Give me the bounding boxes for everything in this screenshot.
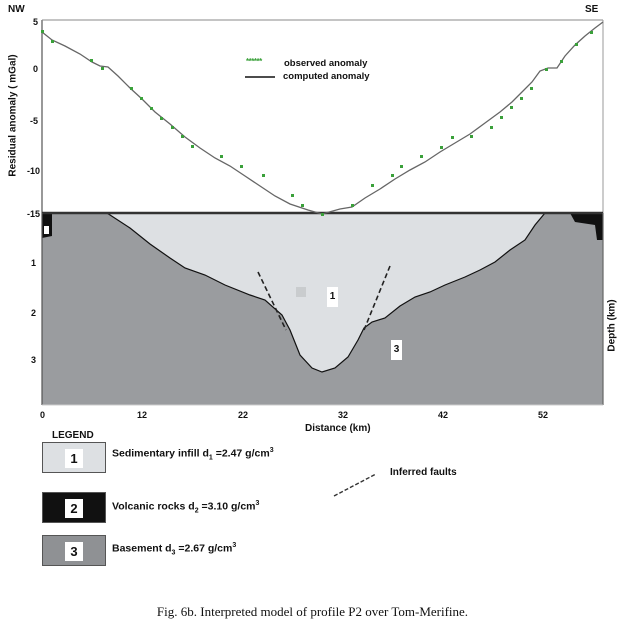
legend-label-volcanic: Volcanic rocks d2 =3.10 g/cm3 xyxy=(112,500,260,515)
body-1-label: 1 xyxy=(327,287,338,307)
computed-anomaly-line xyxy=(41,21,604,215)
x-tick: 42 xyxy=(438,410,449,420)
distance-axis-label: Distance (km) xyxy=(305,423,371,434)
x-tick: 22 xyxy=(238,410,249,420)
top-y-tick: 0 xyxy=(33,64,39,74)
legend-number: 3 xyxy=(65,542,83,561)
sedimentary-infill-body xyxy=(104,212,547,373)
observed-anomaly-points xyxy=(41,30,593,216)
se-label: SE xyxy=(585,4,599,15)
inferred-fault-left xyxy=(257,271,287,331)
top-y-tick: -5 xyxy=(30,116,39,126)
depth-axis-label: Depth (km) xyxy=(606,299,618,352)
volcanic-rocks-body-right xyxy=(570,213,603,240)
anomaly-axis-label: Residual anomaly ( mGal) xyxy=(7,54,19,177)
x-tick: 12 xyxy=(137,410,148,420)
fault-legend-symbol xyxy=(333,473,377,497)
legend-label-sedimentary: Sedimentary infill d1 =2.47 g/cm3 xyxy=(112,447,274,462)
volcanic-label-box-left xyxy=(44,226,49,234)
legend-swatch-sedimentary: 1 xyxy=(42,442,106,473)
computed-legend-label: computed anomaly xyxy=(283,71,370,82)
legend-swatch-basement: 3 xyxy=(42,535,106,566)
legend-title: LEGEND xyxy=(52,430,94,441)
figure-caption: Fig. 6b. Interpreted model of profile P2… xyxy=(156,604,469,619)
body-3-label: 3 xyxy=(391,340,402,360)
legend-label-basement: Basement d3 =2.67 g/cm3 xyxy=(112,542,237,557)
depth-y-tick: 1 xyxy=(31,258,37,268)
legend-number: 1 xyxy=(65,449,83,468)
top-y-tick: 5 xyxy=(33,17,39,27)
observed-legend-symbol: ****** xyxy=(246,57,262,66)
inferred-fault-right xyxy=(363,265,391,331)
legend-swatch-volcanic: 2 xyxy=(42,492,106,523)
top-y-tick: -15 xyxy=(27,209,41,219)
volcanic-rocks-body-left xyxy=(42,213,52,238)
x-tick: 52 xyxy=(538,410,549,420)
profile-chart xyxy=(41,19,604,406)
top-y-tick: -10 xyxy=(27,166,41,176)
depth-y-tick: 3 xyxy=(31,355,37,365)
legend-number: 2 xyxy=(65,499,83,518)
model-marker xyxy=(296,287,306,297)
observed-legend-label: observed anomaly xyxy=(284,58,368,69)
depth-y-tick: 2 xyxy=(31,308,37,318)
x-tick: 0 xyxy=(40,410,46,420)
fault-legend-label: Inferred faults xyxy=(390,467,457,478)
x-tick: 32 xyxy=(338,410,349,420)
nw-label: NW xyxy=(8,4,25,15)
